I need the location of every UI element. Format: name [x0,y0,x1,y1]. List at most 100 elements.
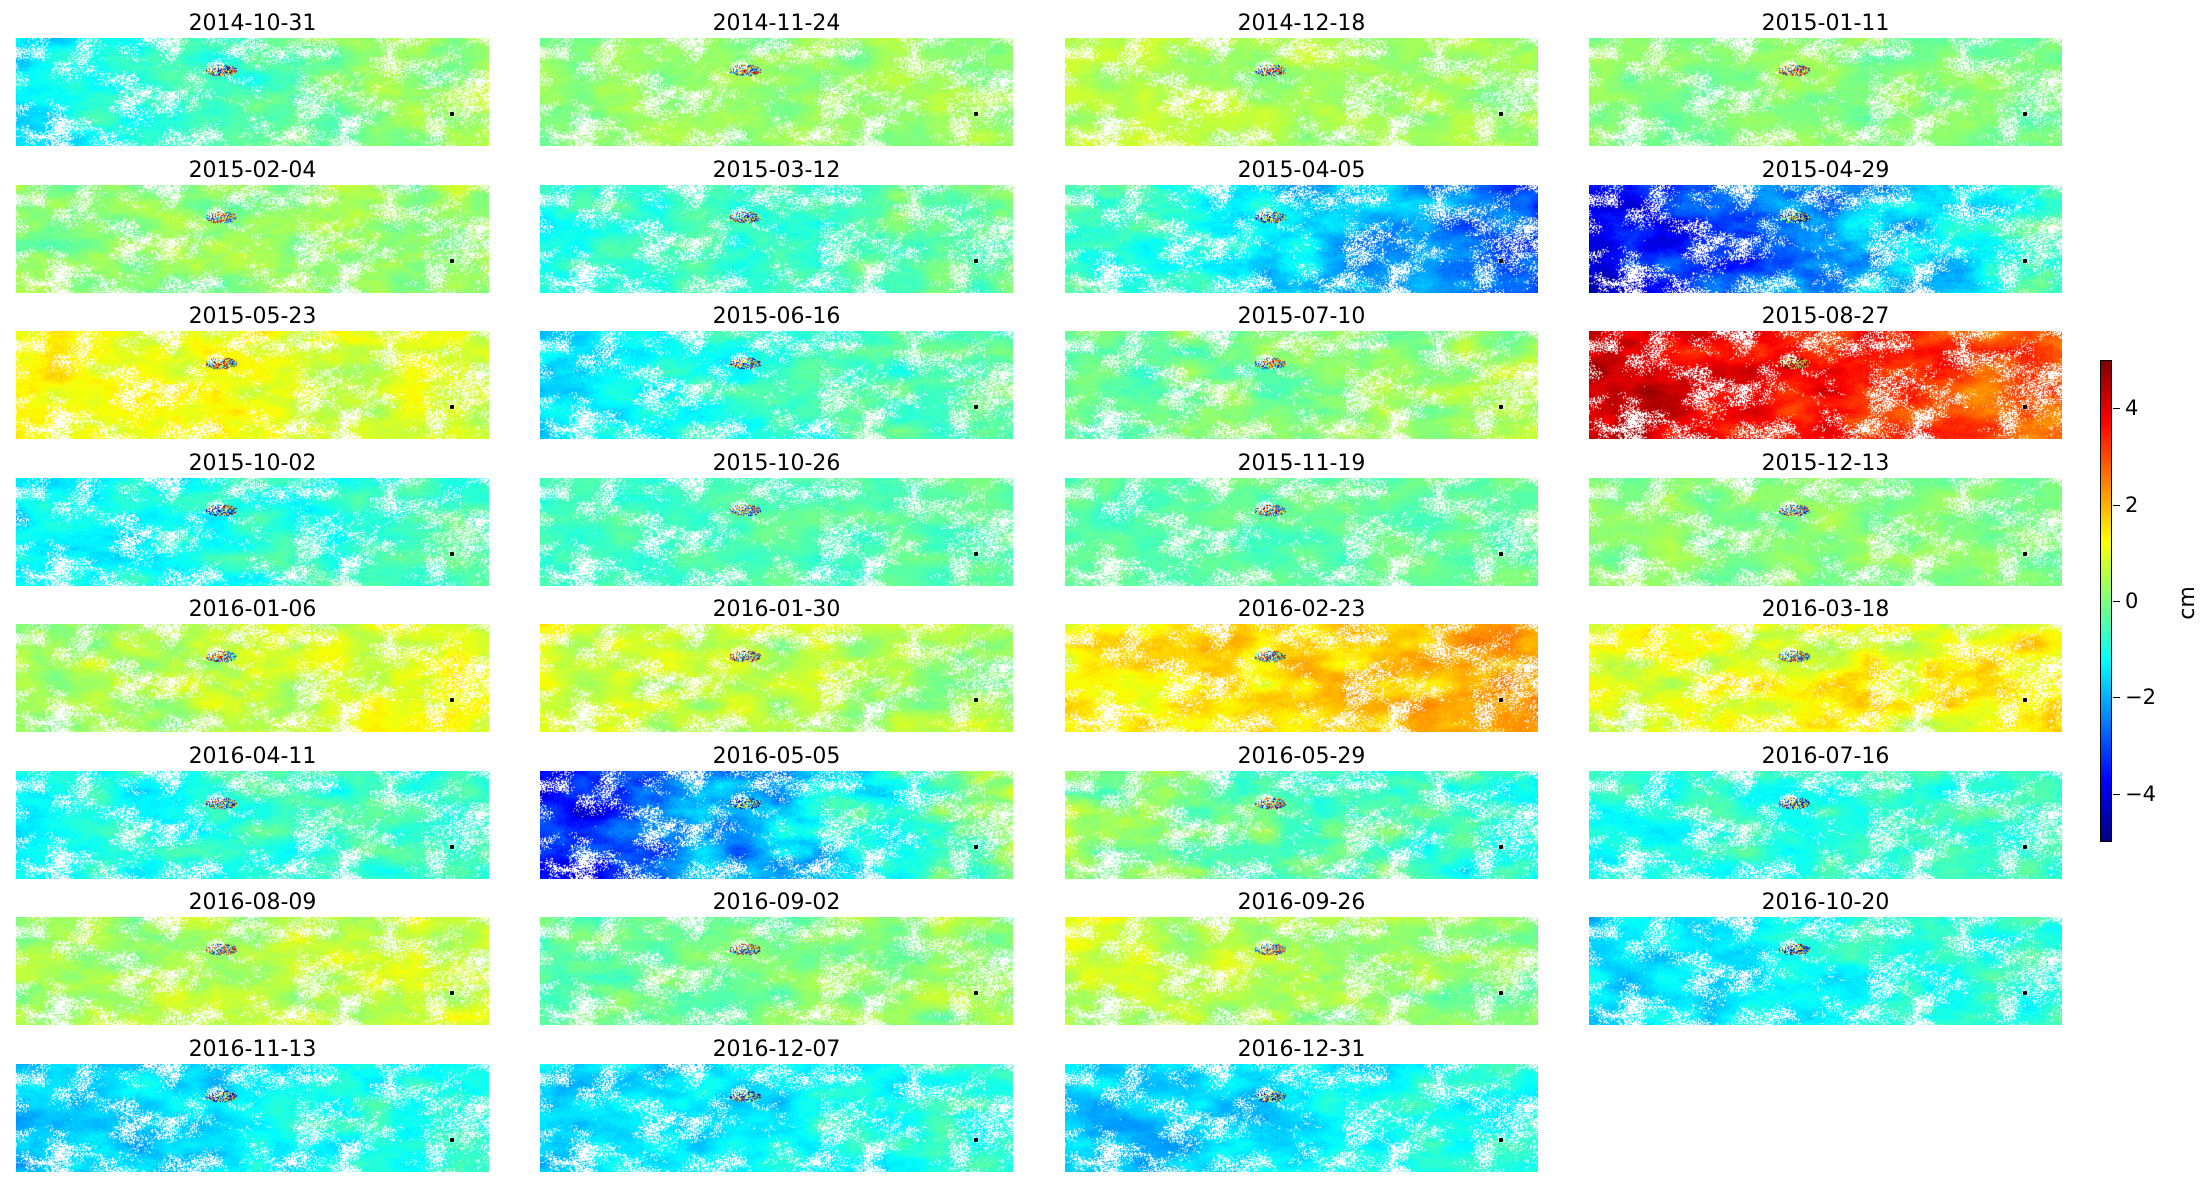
colorbar-ticks: 4 2 0 −2 −4 [2113,360,2173,842]
displacement-map [1065,624,1538,732]
displacement-raster [540,771,1013,879]
reference-point-marker [1499,259,1503,263]
panel-title: 2015-03-12 [712,158,841,183]
map-panel: 2016-11-13 [16,1038,489,1172]
displacement-map [1589,917,2062,1025]
reference-point-marker [2023,552,2027,556]
reference-point-marker [974,698,978,702]
reference-point-marker [1499,845,1503,849]
panel-title: 2016-04-11 [188,744,317,769]
panel-title: 2016-03-18 [1761,597,1890,622]
panel-title: 2015-02-04 [188,158,317,183]
displacement-raster [1589,771,2062,879]
map-panel: 2015-02-04 [16,159,489,293]
map-panel: 2015-10-02 [16,452,489,586]
colorbar-tick-label: 4 [2125,396,2139,421]
displacement-map [1065,478,1538,586]
reference-point-marker [1499,698,1503,702]
displacement-raster [540,917,1013,1025]
reference-point-marker [2023,845,2027,849]
map-panel: 2015-03-12 [540,159,1013,293]
panel-title: 2015-08-27 [1761,304,1890,329]
reference-point-marker [1499,1138,1503,1142]
displacement-raster [1065,331,1538,439]
panel-title: 2016-01-30 [712,597,841,622]
map-panel: 2014-11-24 [540,12,1013,146]
displacement-raster [1065,478,1538,586]
reference-point-marker [450,112,454,116]
displacement-map [16,771,489,879]
displacement-map [1589,771,2062,879]
panel-title: 2016-05-05 [712,744,841,769]
displacement-map [16,1064,489,1172]
displacement-raster [540,1064,1013,1172]
displacement-map [1065,38,1538,146]
reference-point-marker [2023,112,2027,116]
map-panel: 2016-12-31 [1065,1038,1538,1172]
colorbar-tick [2113,601,2120,602]
displacement-map [16,38,489,146]
displacement-raster [1065,38,1538,146]
reference-point-marker [450,1138,454,1142]
displacement-raster [16,1064,489,1172]
displacement-raster [540,185,1013,293]
displacement-raster [1065,771,1538,879]
panel-title: 2016-08-09 [188,890,317,915]
displacement-map [540,38,1013,146]
map-panel: 2015-01-11 [1589,12,2062,146]
map-panel: 2016-05-05 [540,745,1013,879]
map-panel: 2015-10-26 [540,452,1013,586]
panel-title: 2015-11-19 [1237,451,1366,476]
reference-point-marker [2023,698,2027,702]
panel-title: 2015-01-11 [1761,11,1890,36]
map-panel: 2016-09-02 [540,891,1013,1025]
displacement-raster [16,478,489,586]
displacement-map [540,771,1013,879]
displacement-raster [1589,917,2062,1025]
displacement-map [540,478,1013,586]
displacement-map [16,624,489,732]
map-panel: 2015-04-29 [1589,159,2062,293]
panel-title: 2015-04-05 [1237,158,1366,183]
displacement-map [540,624,1013,732]
displacement-raster [16,917,489,1025]
panel-title: 2016-02-23 [1237,597,1366,622]
reference-point-marker [974,845,978,849]
panel-title: 2015-05-23 [188,304,317,329]
map-panel: 2016-12-07 [540,1038,1013,1172]
panel-title: 2014-12-18 [1237,11,1366,36]
panel-title: 2016-10-20 [1761,890,1890,915]
panel-title: 2015-04-29 [1761,158,1890,183]
colorbar-tick-label: −4 [2125,781,2156,806]
displacement-map [1589,478,2062,586]
displacement-map [1065,185,1538,293]
panel-title: 2016-01-06 [188,597,317,622]
panel-title: 2015-10-02 [188,451,317,476]
panel-title: 2015-06-16 [712,304,841,329]
map-panel: 2016-03-18 [1589,598,2062,732]
displacement-raster [1065,185,1538,293]
displacement-map [1589,624,2062,732]
colorbar-tick-label: 2 [2125,492,2139,517]
reference-point-marker [974,552,978,556]
map-panel: 2016-02-23 [1065,598,1538,732]
displacement-raster [1589,185,2062,293]
displacement-map [540,331,1013,439]
displacement-raster [540,624,1013,732]
map-panel: 2014-12-18 [1065,12,1538,146]
map-panel: 2015-06-16 [540,305,1013,439]
map-panel: 2016-08-09 [16,891,489,1025]
panel-title: 2016-05-29 [1237,744,1366,769]
panel-title: 2015-12-13 [1761,451,1890,476]
panel-title: 2016-12-31 [1237,1037,1366,1062]
displacement-raster [16,331,489,439]
displacement-raster [16,771,489,879]
reference-point-marker [450,845,454,849]
displacement-raster [1589,478,2062,586]
displacement-raster [1589,624,2062,732]
displacement-raster [540,478,1013,586]
reference-point-marker [450,405,454,409]
map-panel: 2016-10-20 [1589,891,2062,1025]
reference-point-marker [450,552,454,556]
